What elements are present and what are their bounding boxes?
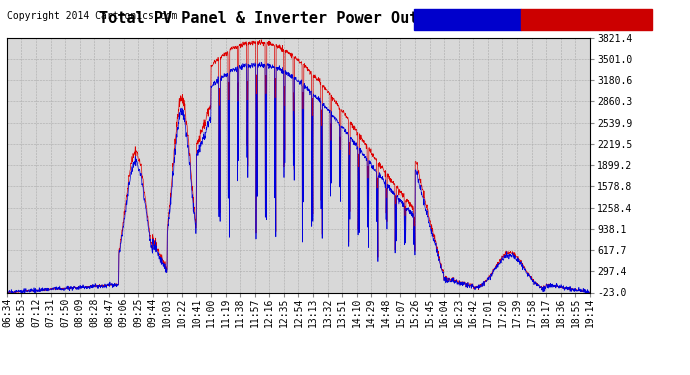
Text: Grid (AC Watts): Grid (AC Watts) [417,15,511,25]
Text: PV Panels  (DC Watts): PV Panels (DC Watts) [524,15,655,25]
Text: Copyright 2014 Cartronics.com: Copyright 2014 Cartronics.com [7,11,177,21]
Text: Total PV Panel & Inverter Power Output Tue Apr 8 19:27: Total PV Panel & Inverter Power Output T… [99,11,591,26]
